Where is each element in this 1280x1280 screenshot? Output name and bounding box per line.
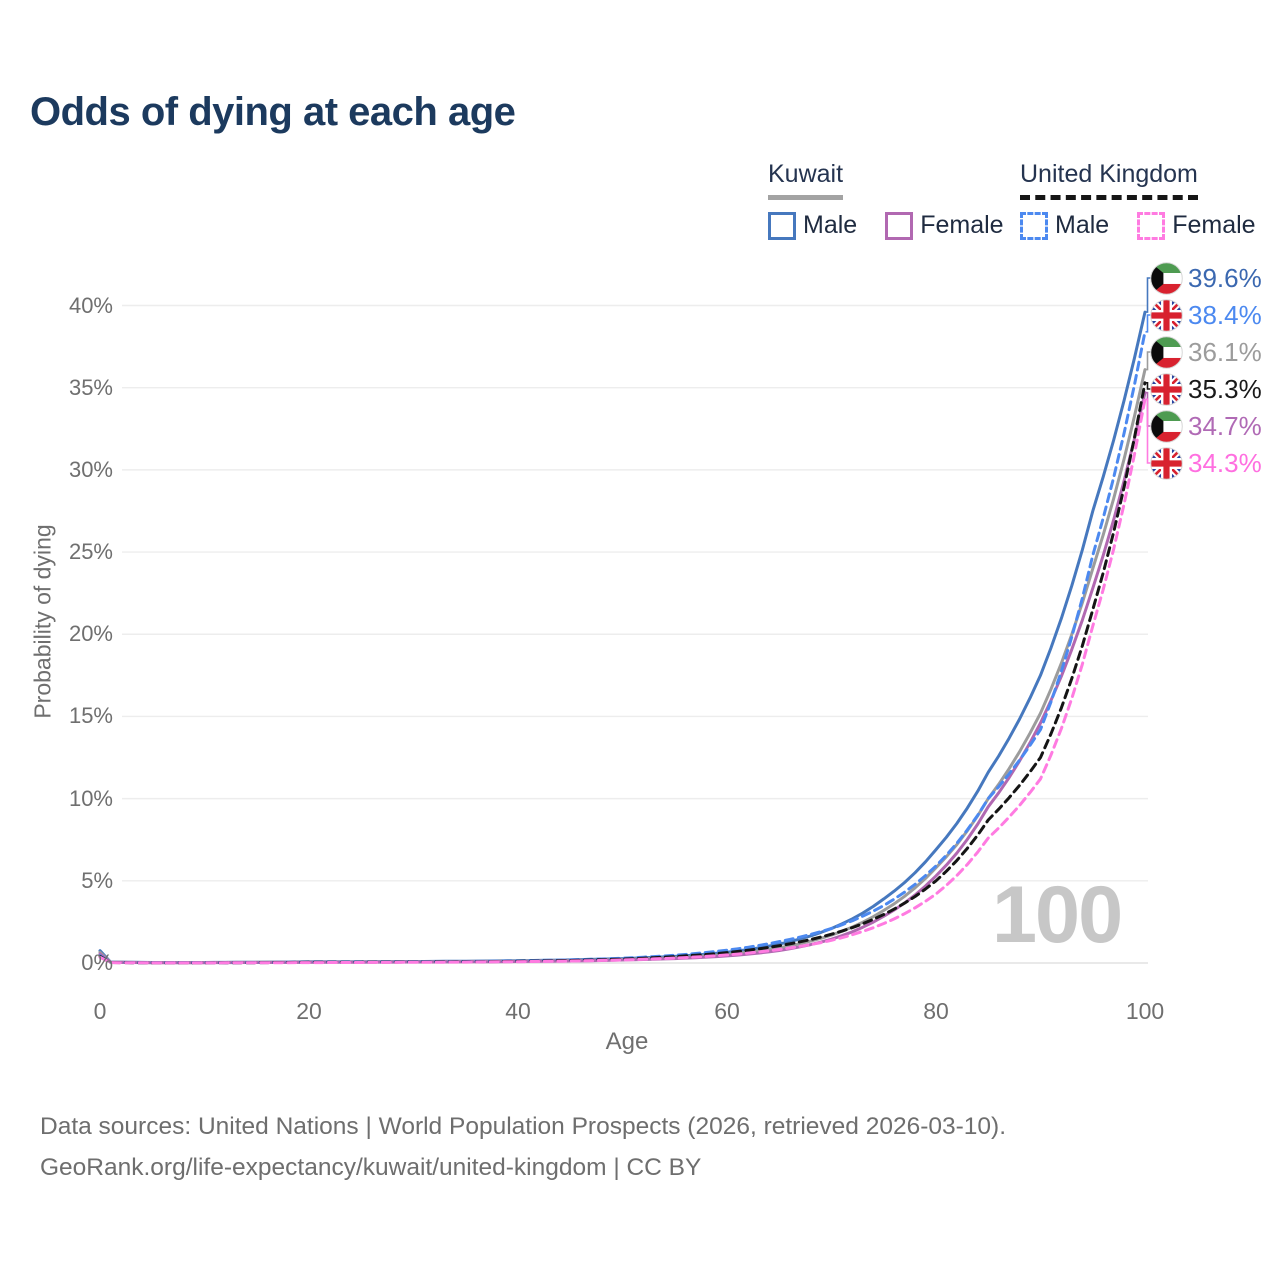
end-label-row-united-kingdom-male: 38.4% (1150, 298, 1262, 332)
x-tick-label-80: 80 (923, 998, 949, 1024)
kuwait-flag-icon (1150, 409, 1183, 443)
y-tick-label-30: 30% (68, 456, 113, 482)
legend-label: Female (920, 211, 1004, 239)
kuwait-female-swatch-icon (885, 211, 914, 240)
end-label-leader-line (1145, 351, 1151, 371)
kuwait-male-swatch-icon (768, 211, 796, 240)
series-end-value: 34.3% (1188, 448, 1262, 478)
legend-item-uk-male[interactable]: Male (1020, 211, 1109, 240)
y-tick-label-15: 15% (68, 703, 113, 729)
y-tick-label-25: 25% (68, 539, 113, 565)
x-tick-label-60: 60 (714, 998, 740, 1024)
legend-label: Male (803, 211, 858, 239)
y-tick-label-5: 5% (81, 867, 113, 893)
end-label-leader-line (1145, 314, 1151, 333)
legend-label: Male (1055, 211, 1110, 239)
footer-data-sources: Data sources: United Nations | World Pop… (40, 1113, 1007, 1140)
end-label-row-united-kingdom-female: 34.3% (1150, 446, 1262, 480)
uk-female-swatch-icon (1137, 211, 1166, 240)
series-end-value: 36.1% (1188, 337, 1262, 367)
series-end-value: 39.6% (1188, 263, 1262, 293)
legend-item-uk-female[interactable]: Female (1137, 211, 1256, 240)
y-tick-label-20: 20% (68, 621, 113, 647)
footer-attribution: GeoRank.org/life-expectancy/kuwait/unite… (40, 1154, 702, 1181)
y-tick-label-0: 0% (81, 950, 113, 975)
uk-flag-icon (1150, 446, 1183, 480)
legend-group-kuwait: Kuwait Male Female (768, 160, 1004, 240)
x-tick-label-40: 40 (505, 998, 531, 1024)
end-label-row-kuwait-total: 36.1% (1150, 335, 1262, 369)
x-tick-label-100: 100 (1125, 998, 1165, 1024)
uk-flag-icon (1150, 372, 1183, 406)
legend-country-united-kingdom[interactable]: United Kingdom (1020, 160, 1198, 200)
series-end-value: 38.4% (1188, 300, 1262, 330)
x-tick-label-20: 20 (296, 998, 322, 1024)
legend-item-kuwait-male[interactable]: Male (768, 211, 857, 240)
y-tick-label-10: 10% (68, 785, 113, 811)
uk-flag-icon (1150, 298, 1183, 332)
legend-country-kuwait[interactable]: Kuwait (768, 160, 844, 200)
y-tick-label-40: 40% (68, 292, 113, 318)
legend-group-united-kingdom: United Kingdom Male Female (1020, 160, 1256, 240)
page-title: Odds of dying at each age (30, 90, 516, 134)
kuwait-flag-icon (1150, 335, 1183, 369)
end-label-row-kuwait-male: 39.6% (1150, 261, 1262, 295)
end-label-leader-line (1145, 277, 1151, 313)
legend-row-kuwait: Male Female (768, 211, 1004, 240)
series-end-value: 34.7% (1188, 411, 1262, 441)
line-kuwait-total[interactable] (98, 368, 1147, 965)
footer: Data sources: United Nations | World Pop… (40, 1106, 1006, 1188)
end-label-row-kuwait-female: 34.7% (1150, 409, 1262, 443)
end-label-row-united-kingdom-total: 35.3% (1150, 372, 1262, 406)
hover-age-watermark: 100 (992, 870, 1123, 960)
line-united-kingdom-female[interactable] (98, 397, 1147, 965)
line-kuwait-male[interactable] (98, 310, 1147, 964)
legend-label: Female (1172, 211, 1256, 239)
series-end-value: 35.3% (1188, 374, 1262, 404)
line-kuwait-female[interactable] (98, 391, 1147, 965)
legend-item-kuwait-female[interactable]: Female (885, 211, 1004, 240)
end-label-leader-line (1145, 381, 1151, 390)
y-tick-label-35: 35% (68, 374, 113, 400)
uk-male-swatch-icon (1020, 211, 1048, 240)
line-united-kingdom-male[interactable] (98, 330, 1147, 965)
kuwait-flag-icon (1150, 261, 1183, 295)
x-tick-label-0: 0 (93, 998, 107, 1024)
end-label-leader-line (1145, 398, 1151, 464)
legend-row-united-kingdom: Male Female (1020, 211, 1256, 240)
x-axis-title: Age (605, 1028, 649, 1055)
